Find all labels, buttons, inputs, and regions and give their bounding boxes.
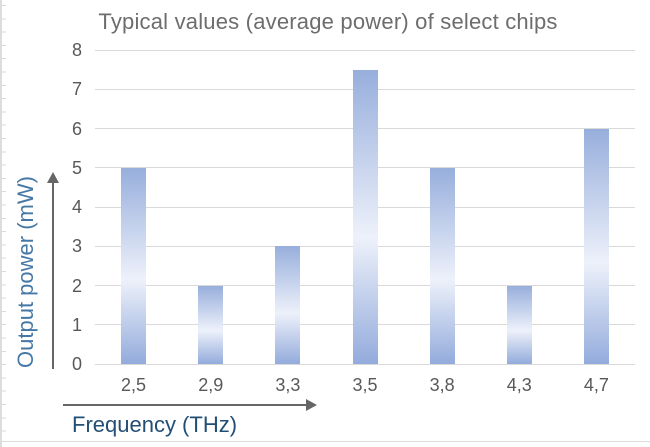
y-tick-label: 4 <box>71 197 82 217</box>
plot-area <box>95 49 635 365</box>
y-tick-label: 6 <box>71 118 82 139</box>
gridline <box>95 363 635 365</box>
x-tick-label: 3,8 <box>429 375 455 395</box>
y-tick-label: 1 <box>71 314 82 335</box>
x-axis-title: Frequency (THz) <box>72 412 238 437</box>
x-tick-label: 3,5 <box>352 375 378 395</box>
left-edge-tick-marks <box>2 5 6 443</box>
bar-2,9 <box>198 285 224 364</box>
x-tick-label: 2,5 <box>121 375 147 395</box>
bar-3,8 <box>429 167 455 364</box>
y-tick-label: 2 <box>71 275 82 296</box>
x-tick-label: 4,7 <box>583 375 609 395</box>
x-tick-label: 4,3 <box>506 375 532 395</box>
bar-4,3 <box>506 285 532 364</box>
y-tick-label: 0 <box>71 354 82 374</box>
y-tick-label: 3 <box>71 236 82 257</box>
x-tick-label: 2,9 <box>198 375 224 395</box>
bar-3,5 <box>352 69 378 364</box>
y-axis-arrow <box>52 183 54 369</box>
bar-4,7 <box>583 128 609 364</box>
x-axis-arrowhead-icon <box>306 399 317 411</box>
y-tick-label: 5 <box>71 157 82 178</box>
x-axis-arrow <box>63 404 306 406</box>
bottom-border <box>0 441 650 442</box>
y-tick-label: 8 <box>71 40 82 60</box>
left-edge-border <box>0 0 2 447</box>
chart-title: Typical values (average power) of select… <box>98 9 558 34</box>
y-axis-title: Output power (mW) <box>13 176 38 368</box>
gridline <box>95 49 635 51</box>
bar-2,5 <box>121 167 147 364</box>
bar-3,3 <box>275 246 301 364</box>
x-tick-label: 3,3 <box>275 375 301 395</box>
y-tick-label: 7 <box>71 79 82 100</box>
y-axis-arrowhead-icon <box>47 172 59 183</box>
